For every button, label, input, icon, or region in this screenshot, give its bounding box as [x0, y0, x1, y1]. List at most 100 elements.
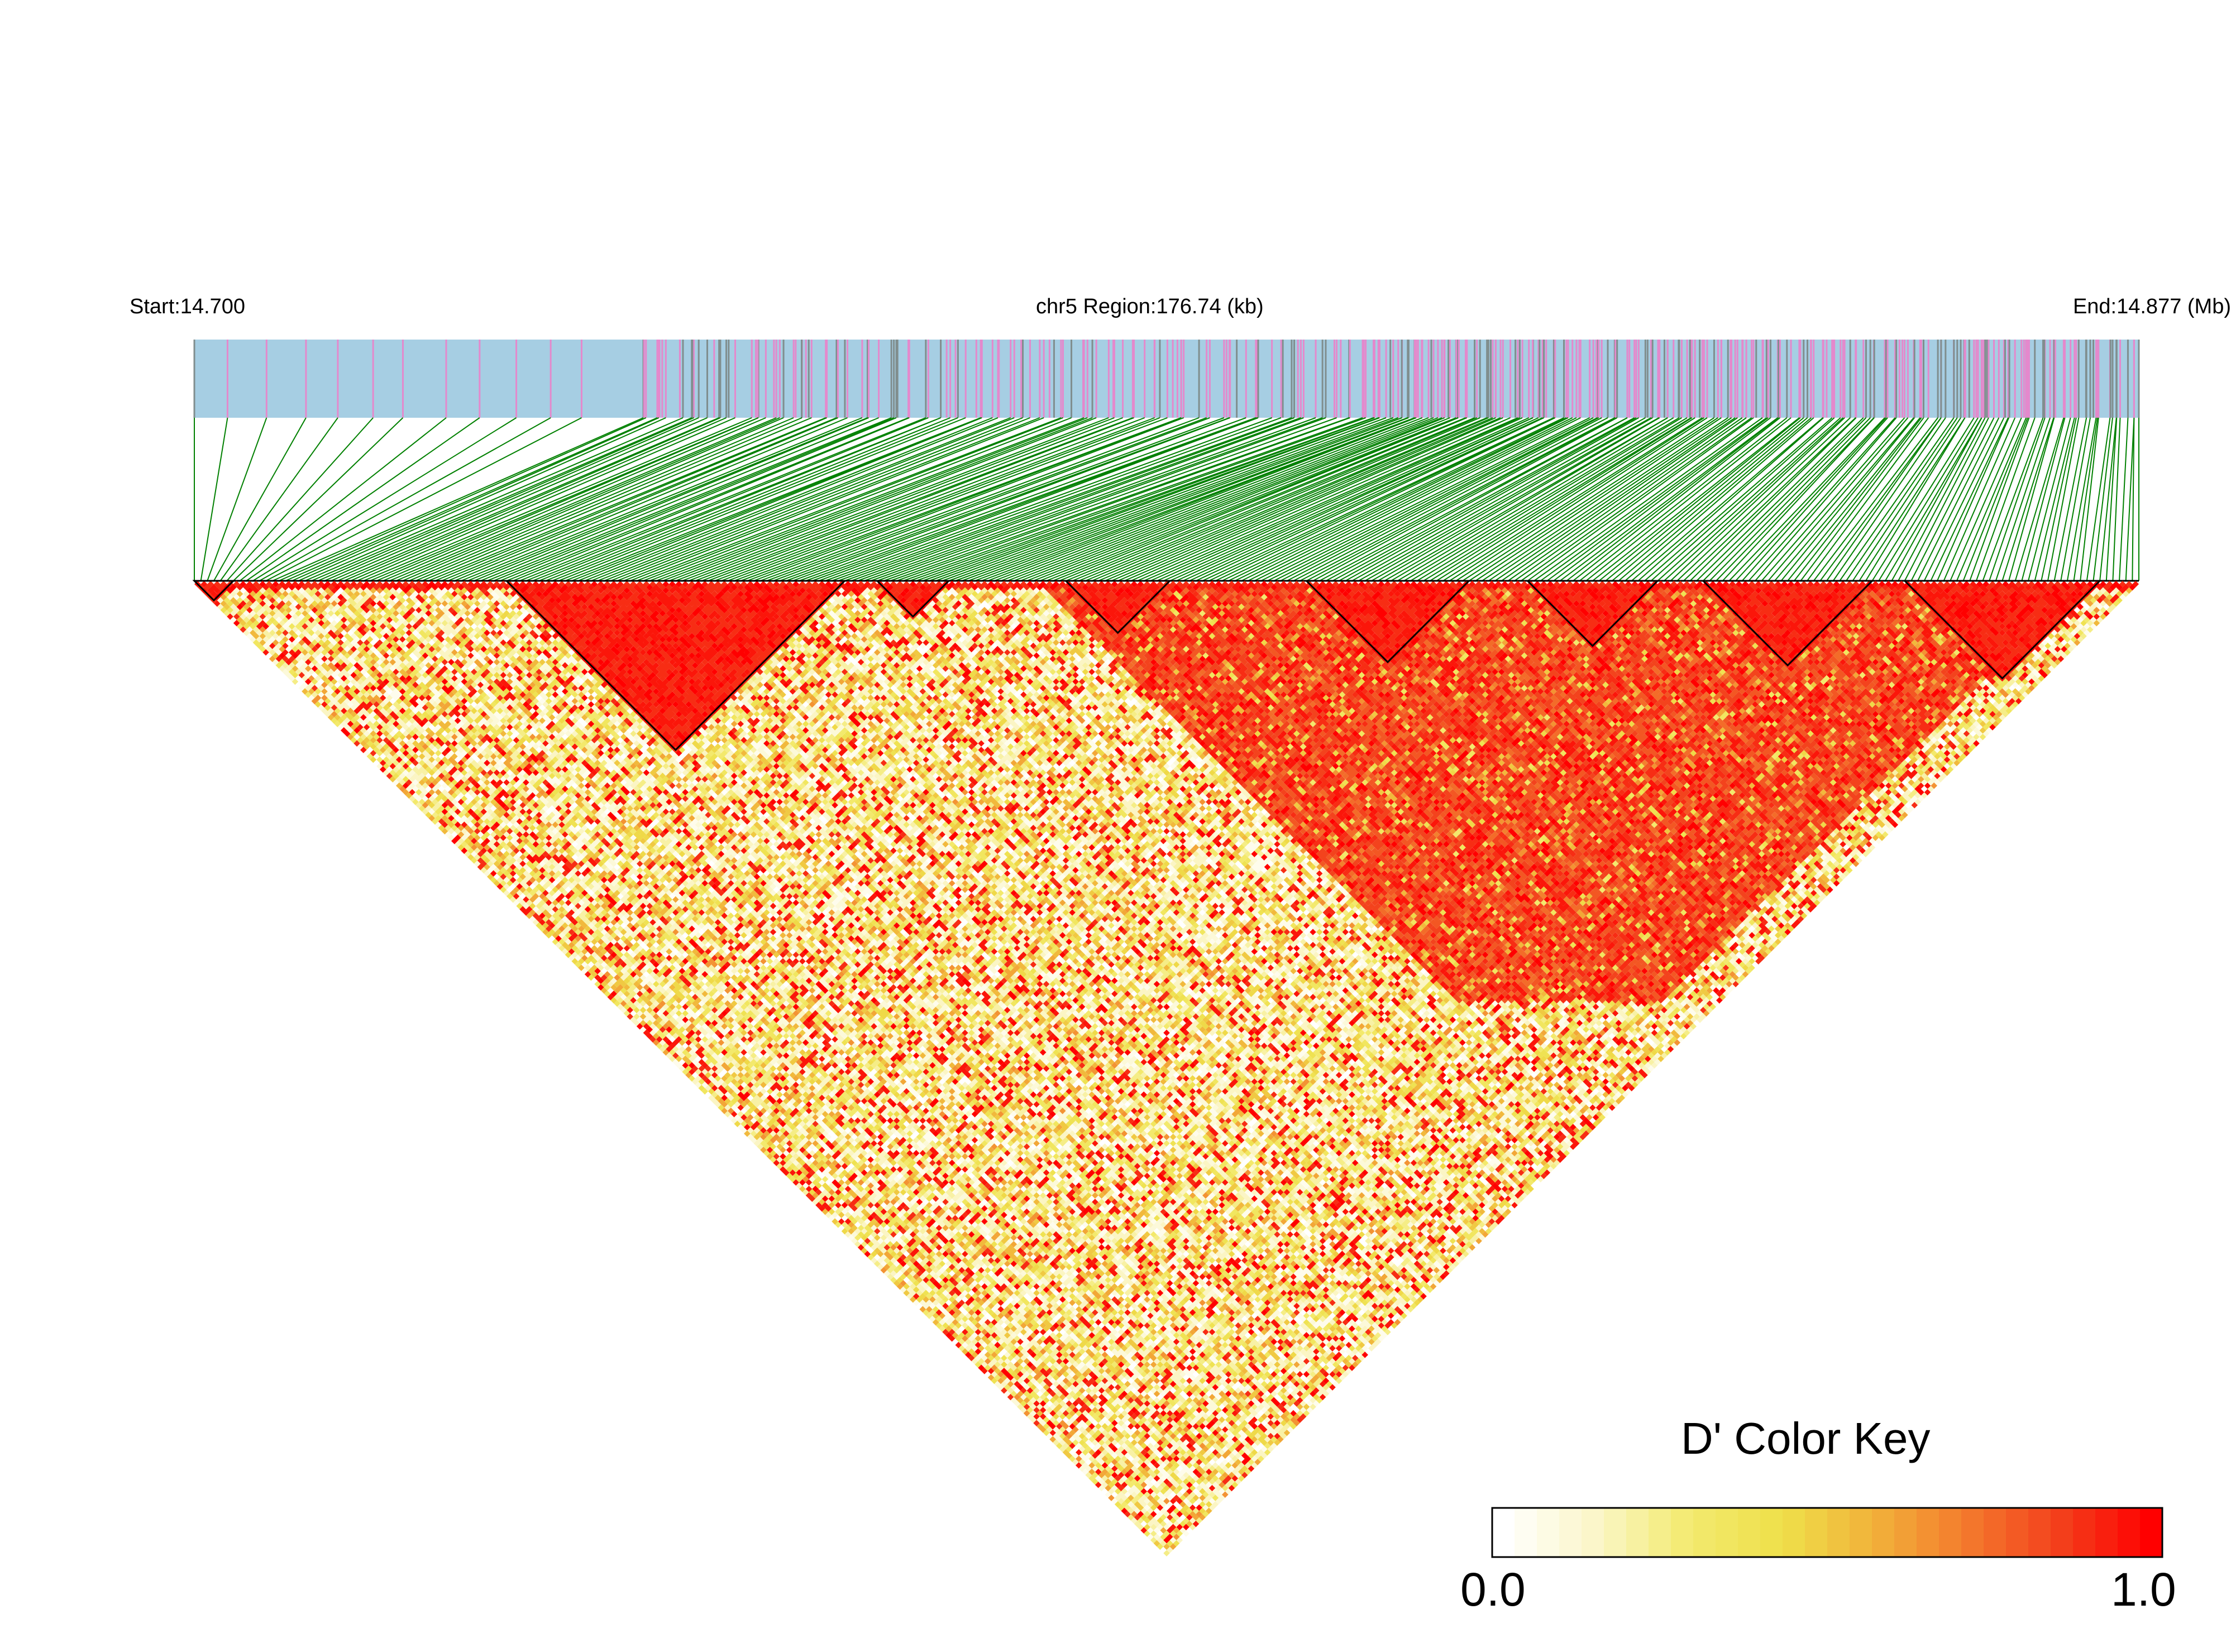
snp-connector	[896, 417, 1350, 581]
snp-connector	[1033, 417, 1445, 581]
snp-connector	[2008, 417, 2055, 581]
snp-connector	[252, 417, 517, 581]
snp-connector	[1163, 417, 1530, 581]
snp-connector	[402, 417, 784, 581]
snp-connector	[1871, 417, 1975, 581]
snp-connector	[1410, 417, 1682, 581]
snp-connector	[792, 417, 1231, 581]
snp-connector	[1748, 417, 1896, 581]
snp-connector	[1637, 417, 1824, 581]
snp-connector	[2119, 417, 2129, 581]
ld-block-outline	[1063, 580, 1172, 634]
snp-connector	[474, 417, 869, 581]
color-key-segment	[1537, 1508, 1560, 1557]
color-key-segment	[1582, 1508, 1604, 1557]
snp-connector	[395, 417, 780, 581]
snp-connector	[285, 417, 658, 581]
snp-connector	[1592, 417, 1800, 581]
snp-connector	[1819, 417, 1942, 581]
snp-connector	[610, 417, 1023, 581]
snp-connector	[1391, 417, 1668, 581]
snp-connector	[428, 417, 827, 581]
snp-connector	[2053, 417, 2087, 581]
snp-connector	[851, 417, 1301, 581]
snp-connector	[1839, 417, 1955, 581]
snp-connector	[1377, 417, 1660, 581]
snp-connector	[2001, 417, 2055, 581]
snp-connector	[499, 417, 897, 581]
snp-connector	[454, 417, 848, 581]
snp-connector	[1124, 417, 1501, 581]
snp-connector	[1553, 417, 1771, 581]
snp-connector	[994, 417, 1417, 581]
snp-connector	[337, 417, 719, 581]
snp-connector	[1703, 417, 1867, 581]
snp-connector	[363, 417, 752, 581]
snp-connector	[1215, 417, 1556, 581]
color-key-segment	[1626, 1508, 1649, 1557]
snp-connector	[720, 417, 1155, 581]
ld-cell-group	[220, 587, 2133, 1550]
snp-connector	[1670, 417, 1845, 581]
snp-connector	[506, 417, 909, 581]
snp-connector	[1130, 417, 1503, 581]
snp-connector	[1241, 417, 1573, 581]
snp-connector	[1300, 417, 1615, 581]
snp-connector	[447, 417, 838, 581]
snp-connector	[376, 417, 759, 581]
snp-connector	[1521, 417, 1752, 581]
snp-connector	[1559, 417, 1778, 581]
snp-connector	[1807, 417, 1929, 581]
snp-connector	[461, 417, 863, 581]
snp-connector	[1644, 417, 1833, 581]
snp-connector	[636, 417, 1062, 581]
snp-connector	[1579, 417, 1788, 581]
snp-connector	[1956, 417, 2027, 581]
snp-connector	[714, 417, 1145, 581]
snp-connector	[968, 417, 1408, 581]
color-key-segment	[1693, 1508, 1716, 1557]
snp-track	[193, 340, 2140, 418]
snp-connector	[1527, 417, 1754, 581]
snp-connector	[1540, 417, 1767, 581]
snp-connector	[734, 417, 1168, 581]
snp-connector	[513, 417, 910, 581]
snp-connector	[1306, 417, 1616, 581]
snp-connector	[1286, 417, 1602, 581]
snp-connector	[1169, 417, 1533, 581]
region-start-label: Start:14.700	[130, 295, 246, 318]
snp-connector	[987, 417, 1415, 581]
snp-connector	[1273, 417, 1598, 581]
color-key-segment	[1783, 1508, 1805, 1557]
snp-connector	[1468, 417, 1718, 581]
snp-connector	[1585, 417, 1792, 581]
snp-connector	[1910, 417, 1995, 581]
snp-connector	[1507, 417, 1743, 581]
snp-connector	[493, 417, 894, 581]
color-key-segment	[1492, 1508, 1515, 1557]
snp-connector	[1950, 417, 2022, 581]
snp-connector	[213, 417, 307, 581]
color-key-segment	[1649, 1508, 1671, 1557]
snp-connector	[1852, 417, 1961, 581]
snp-connector	[1631, 417, 1823, 581]
snp-connector	[1020, 417, 1439, 581]
snp-connector	[1800, 417, 1924, 581]
snp-connector	[298, 417, 666, 581]
snp-connector	[584, 417, 993, 581]
ld-cell-group	[1049, 587, 1976, 1004]
snp-connector	[662, 417, 1088, 581]
snp-connector	[1195, 417, 1545, 581]
snp-connector	[1430, 417, 1693, 581]
snp-connector	[1741, 417, 1888, 581]
color-key-segment	[1805, 1508, 1828, 1557]
snp-connector	[1280, 417, 1599, 581]
snp-connector	[929, 417, 1379, 581]
snp-connector	[1228, 417, 1567, 581]
snp-connector	[2066, 417, 2097, 581]
snp-connector	[1482, 417, 1728, 581]
snp-connector	[1832, 417, 1946, 581]
snp-connector	[311, 417, 692, 581]
snp-connector	[708, 417, 1134, 581]
snp-connector	[1612, 417, 1808, 581]
